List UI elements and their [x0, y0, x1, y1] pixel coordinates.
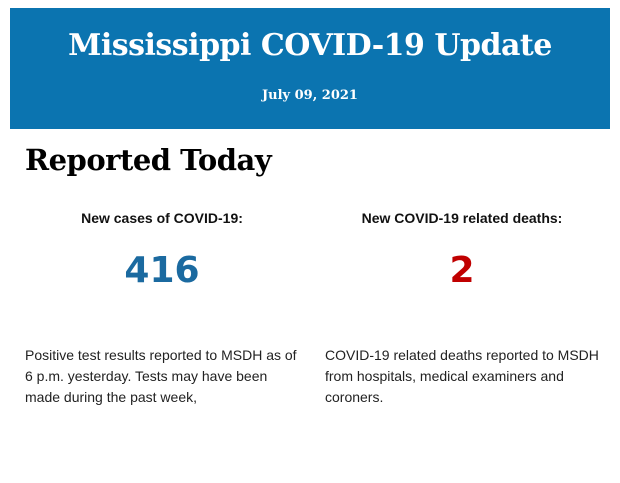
new-deaths-description: COVID-19 related deaths reported to MSDH…: [325, 347, 599, 405]
new-deaths-value: 2: [449, 250, 475, 291]
new-cases-value: 416: [124, 250, 200, 291]
new-cases-description: Positive test results reported to MSDH a…: [25, 347, 297, 405]
page-title: Mississippi COVID-19 Update: [68, 28, 552, 63]
report-date: July 09, 2021: [262, 88, 358, 103]
new-cases-panel: New cases of COVID-19: 416 Positive test…: [22, 210, 302, 405]
new-deaths-label: New COVID-19 related deaths:: [361, 210, 563, 226]
new-deaths-panel: New COVID-19 related deaths: 2 COVID-19 …: [322, 210, 602, 405]
header-banner: Mississippi COVID-19 Update July 09, 202…: [10, 8, 610, 129]
new-cases-label: New cases of COVID-19:: [81, 210, 243, 226]
section-title: Reported Today: [25, 143, 272, 177]
